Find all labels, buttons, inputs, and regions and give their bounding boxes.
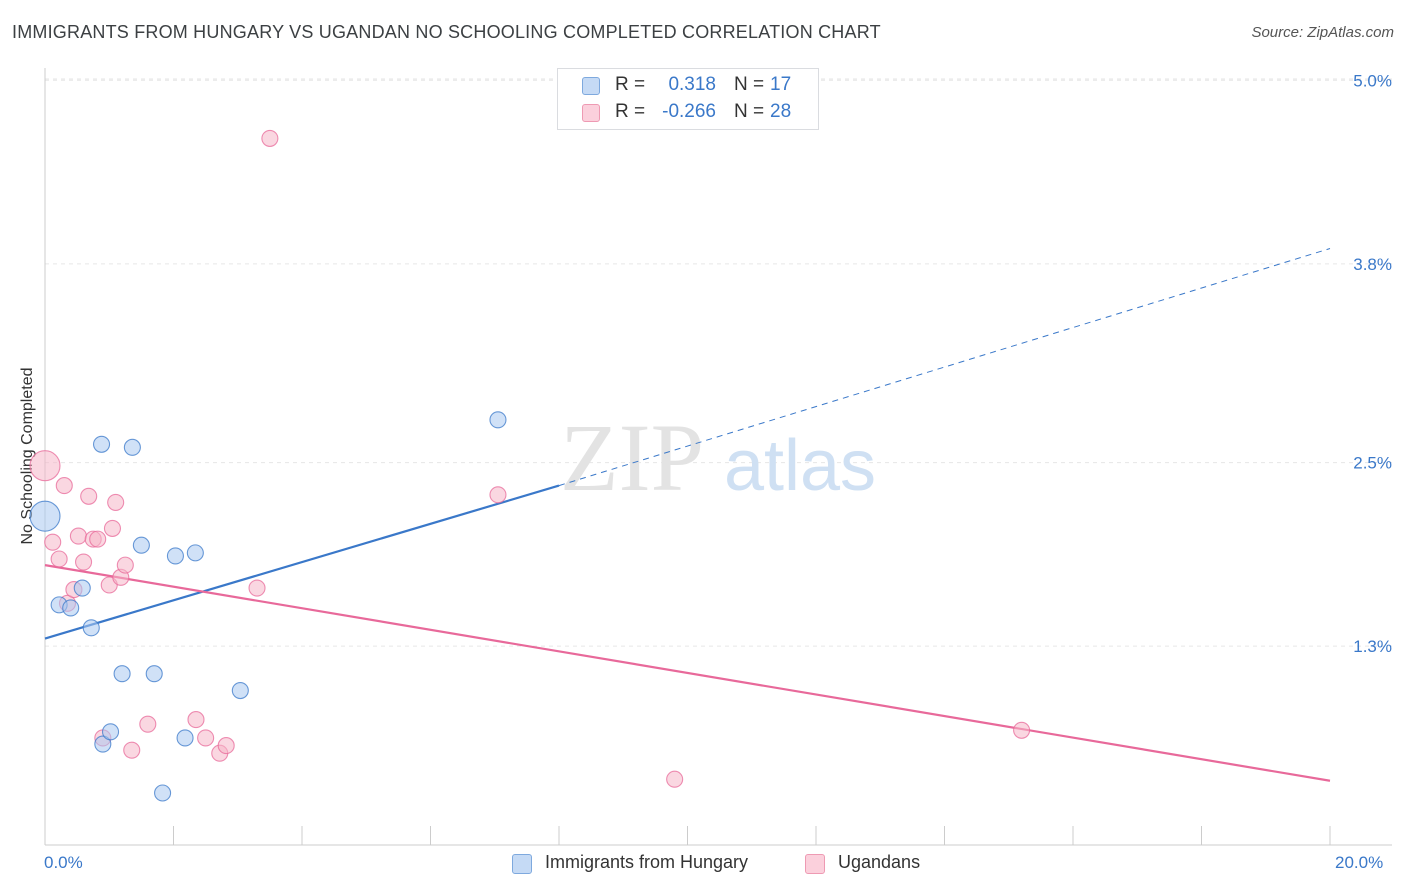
- legend-row-hungary: R = 0.318 N = 17: [558, 74, 818, 100]
- point-ugandans: [80, 487, 98, 505]
- point-ugandans: [217, 737, 235, 755]
- legend-label-ugandans: Ugandans: [838, 852, 921, 872]
- point-hungary: [113, 665, 131, 683]
- legend-swatch-hungary: [582, 77, 600, 95]
- axes: [44, 68, 1392, 846]
- point-ugandans: [29, 450, 61, 482]
- data-points: [29, 129, 1031, 802]
- point-ugandans: [107, 493, 125, 511]
- point-ugandans: [123, 741, 141, 759]
- point-hungary: [29, 500, 61, 532]
- point-hungary: [82, 619, 100, 637]
- point-ugandans: [666, 770, 684, 788]
- point-hungary: [186, 544, 204, 562]
- point-ugandans: [261, 129, 279, 147]
- point-ugandans: [75, 553, 93, 571]
- legend-label-hungary: Immigrants from Hungary: [545, 852, 749, 872]
- point-hungary: [101, 723, 120, 741]
- watermark-zip: ZIP: [560, 404, 704, 511]
- n-value: 17: [770, 74, 792, 95]
- n-label: N =: [734, 74, 765, 95]
- point-hungary: [92, 435, 111, 453]
- point-ugandans: [55, 477, 73, 495]
- point-ugandans: [69, 527, 87, 545]
- point-hungary: [62, 599, 80, 617]
- point-hungary: [145, 665, 163, 683]
- point-hungary: [73, 579, 91, 597]
- point-ugandans: [197, 729, 215, 747]
- trend-lines: [44, 248, 1331, 782]
- point-ugandans: [187, 711, 205, 729]
- point-hungary: [154, 784, 172, 802]
- y-tick-label: 3.8%: [1353, 255, 1392, 274]
- legend-swatch-ugandans: [582, 104, 600, 122]
- point-hungary: [123, 438, 141, 456]
- point-ugandans: [248, 579, 266, 597]
- n-label: N =: [734, 101, 765, 122]
- point-ugandans: [44, 533, 62, 551]
- grid-lines: [45, 78, 1392, 647]
- point-ugandans: [489, 486, 507, 504]
- chart-title: IMMIGRANTS FROM HUNGARY VS UGANDAN NO SC…: [12, 22, 881, 42]
- y-tick-label: 5.0%: [1353, 71, 1392, 90]
- legend-swatch-hungary: [512, 854, 532, 874]
- point-hungary: [94, 735, 112, 753]
- y-tick-label: 1.3%: [1353, 637, 1392, 656]
- point-hungary: [231, 681, 249, 700]
- correlation-legend: R = 0.318 N = 17 R = -0.266 N = 28: [557, 68, 819, 130]
- n-value: 28: [770, 101, 792, 122]
- point-ugandans: [139, 715, 157, 733]
- trend-line-ugandans: [44, 564, 1331, 782]
- watermark-atlas: atlas: [724, 426, 876, 506]
- r-value: 0.318: [668, 74, 716, 95]
- point-ugandans: [50, 550, 68, 568]
- point-hungary: [166, 547, 184, 565]
- watermark: ZIP atlas: [560, 404, 876, 511]
- point-ugandans: [89, 530, 107, 548]
- y-tick-label: 2.5%: [1353, 454, 1392, 473]
- x-tick-label-max: 20.0%: [1335, 853, 1384, 872]
- point-ugandans: [1013, 721, 1031, 739]
- legend-row-ugandans: R = -0.266 N = 28: [558, 101, 818, 127]
- r-label: R =: [615, 74, 646, 95]
- point-hungary: [489, 411, 507, 429]
- source-label: Source: ZipAtlas.com: [1251, 24, 1394, 41]
- point-ugandans: [116, 556, 134, 574]
- legend-swatch-ugandans: [805, 854, 825, 874]
- y-tick-labels: 1.3% 2.5% 3.8% 5.0%: [1353, 71, 1392, 656]
- r-value: -0.266: [662, 101, 716, 122]
- point-ugandans: [103, 519, 122, 537]
- point-hungary: [176, 729, 194, 747]
- trend-line-hungary: [44, 484, 560, 640]
- trend-line-hungary-extension: [558, 248, 1331, 487]
- r-label: R =: [615, 101, 646, 122]
- point-hungary: [132, 536, 150, 554]
- x-tick-label-min: 0.0%: [44, 853, 83, 872]
